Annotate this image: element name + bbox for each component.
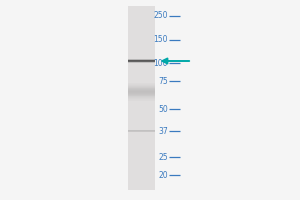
Bar — [128, 100, 154, 101]
Bar — [128, 6, 154, 190]
Text: 25: 25 — [158, 152, 168, 162]
Bar — [128, 93, 154, 94]
Bar — [128, 92, 154, 93]
Bar — [128, 87, 154, 88]
Text: 150: 150 — [154, 36, 168, 45]
Bar — [128, 98, 154, 99]
Bar — [128, 95, 154, 96]
Text: 75: 75 — [158, 76, 168, 86]
Bar — [128, 85, 154, 86]
Bar — [128, 90, 154, 91]
Text: 250: 250 — [154, 11, 168, 21]
Bar — [128, 86, 154, 87]
Text: 100: 100 — [154, 58, 168, 68]
Bar — [128, 83, 154, 84]
Bar — [128, 94, 154, 95]
Text: 50: 50 — [158, 104, 168, 114]
Bar — [128, 97, 154, 98]
Bar — [128, 91, 154, 92]
Text: 20: 20 — [158, 170, 168, 180]
Bar — [128, 99, 154, 100]
Bar — [128, 84, 154, 85]
Bar — [128, 96, 154, 97]
Text: 37: 37 — [158, 127, 168, 136]
Bar — [128, 89, 154, 90]
Bar — [128, 88, 154, 89]
